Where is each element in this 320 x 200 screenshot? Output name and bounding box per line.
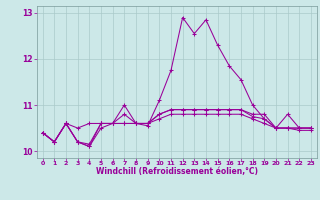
X-axis label: Windchill (Refroidissement éolien,°C): Windchill (Refroidissement éolien,°C): [96, 167, 258, 176]
